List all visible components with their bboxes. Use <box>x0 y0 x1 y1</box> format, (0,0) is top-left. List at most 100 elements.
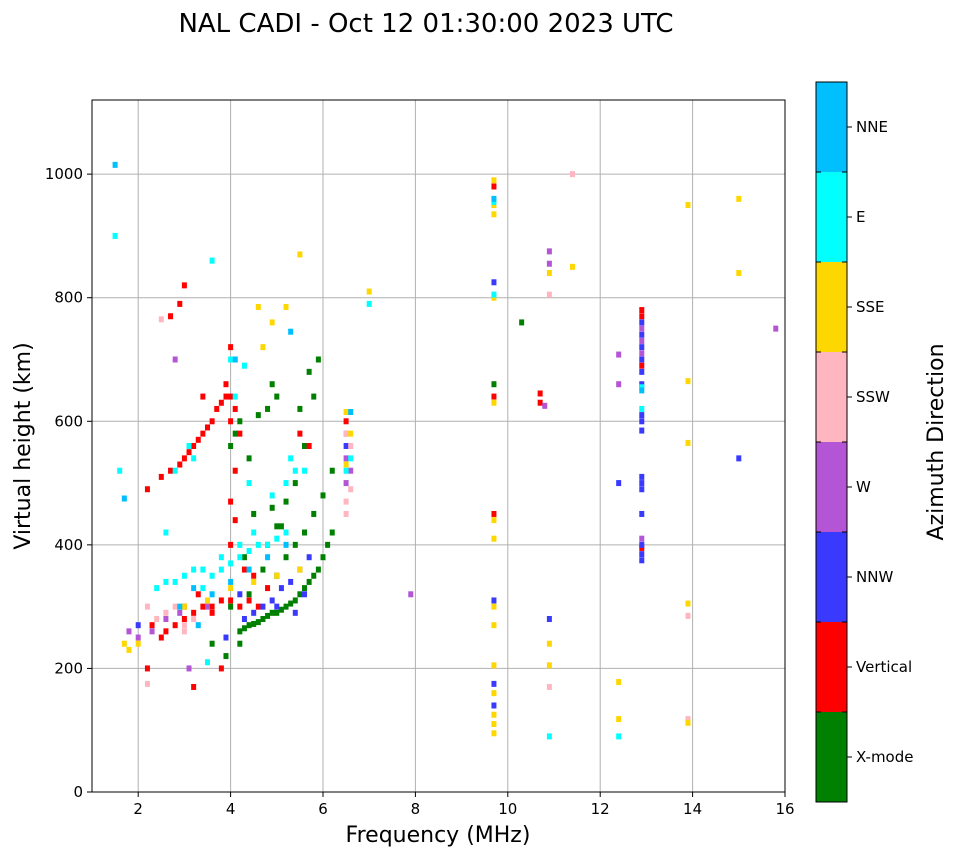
data-point <box>209 418 215 425</box>
data-point <box>343 455 349 462</box>
data-point <box>616 351 622 358</box>
data-point <box>200 393 206 400</box>
data-point <box>172 603 178 610</box>
data-points <box>112 161 779 740</box>
data-point <box>292 597 298 604</box>
data-point <box>639 331 645 338</box>
data-point <box>616 679 622 686</box>
data-point <box>274 603 280 610</box>
data-point <box>260 616 266 622</box>
data-point <box>172 578 178 585</box>
data-point <box>491 211 497 218</box>
data-point <box>546 662 552 669</box>
data-point <box>265 405 271 412</box>
data-point <box>288 600 294 607</box>
data-point <box>205 603 210 610</box>
data-point <box>639 344 645 351</box>
data-point <box>181 603 187 610</box>
data-point <box>218 399 224 406</box>
data-point <box>348 443 354 449</box>
x-tick-label: 16 <box>775 800 794 818</box>
colorbar-frame <box>815 81 848 803</box>
data-point <box>283 303 289 310</box>
data-point <box>135 622 141 629</box>
data-point <box>343 409 349 416</box>
data-point <box>251 529 257 536</box>
data-point <box>408 591 414 598</box>
data-point <box>616 733 622 740</box>
plot-area: 2 4 6 8 10 12 14 16 0 200 400 600 800 1000 <box>45 99 795 818</box>
data-point <box>209 609 215 616</box>
data-point <box>274 535 280 542</box>
data-point <box>348 467 354 474</box>
data-point <box>265 554 271 561</box>
data-point <box>283 480 289 487</box>
data-point <box>121 495 127 502</box>
data-point <box>491 183 497 190</box>
data-point <box>315 356 321 363</box>
data-point <box>685 719 691 726</box>
data-point <box>491 279 497 286</box>
data-point <box>274 572 280 579</box>
data-point <box>246 566 252 573</box>
data-point <box>348 486 354 493</box>
data-point <box>639 535 645 542</box>
data-point <box>311 393 317 400</box>
data-point <box>241 625 247 632</box>
data-point <box>158 316 164 323</box>
y-axis-label: Virtual height (km) <box>11 342 36 549</box>
data-point <box>135 640 141 647</box>
y-tick-label: 800 <box>54 289 83 307</box>
data-point <box>228 578 234 585</box>
data-point <box>241 362 247 369</box>
data-point <box>685 202 691 209</box>
data-point <box>181 455 187 462</box>
data-point <box>200 585 206 592</box>
y-tick-label: 0 <box>73 783 83 801</box>
x-tick-label: 4 <box>226 800 236 818</box>
x-tick-label: 8 <box>411 800 421 818</box>
data-point <box>366 288 372 295</box>
data-point <box>306 578 312 585</box>
data-point <box>537 390 543 397</box>
data-point <box>163 628 169 635</box>
data-point <box>491 690 497 697</box>
data-point <box>237 430 243 437</box>
data-point <box>144 603 150 610</box>
data-point <box>154 616 160 622</box>
data-point <box>269 609 275 616</box>
data-point <box>639 387 645 394</box>
data-point <box>246 591 252 598</box>
data-point <box>292 609 298 616</box>
data-point <box>283 498 289 505</box>
data-point <box>251 609 257 616</box>
data-point <box>491 711 497 718</box>
data-point <box>177 461 183 468</box>
data-point <box>255 603 261 610</box>
data-point <box>228 498 234 505</box>
data-point <box>232 405 238 412</box>
data-point <box>209 591 215 598</box>
data-point <box>126 628 132 635</box>
data-point <box>311 510 317 517</box>
data-point <box>126 646 132 653</box>
data-point <box>306 368 312 375</box>
data-point <box>306 554 312 561</box>
data-point <box>639 541 645 548</box>
data-point <box>343 467 349 474</box>
data-point <box>200 566 206 573</box>
data-point <box>302 585 308 592</box>
data-point <box>283 603 289 610</box>
data-point <box>177 300 183 307</box>
series-e <box>112 198 645 740</box>
data-point <box>491 603 497 610</box>
colorbar-segment <box>816 442 847 532</box>
data-point <box>228 356 234 363</box>
data-point <box>348 409 354 416</box>
data-point <box>255 541 261 548</box>
data-point <box>491 535 497 542</box>
colorbar-tick-label: Vertical <box>856 658 912 676</box>
data-point <box>274 609 280 616</box>
data-point <box>232 517 238 524</box>
data-point <box>491 730 497 737</box>
